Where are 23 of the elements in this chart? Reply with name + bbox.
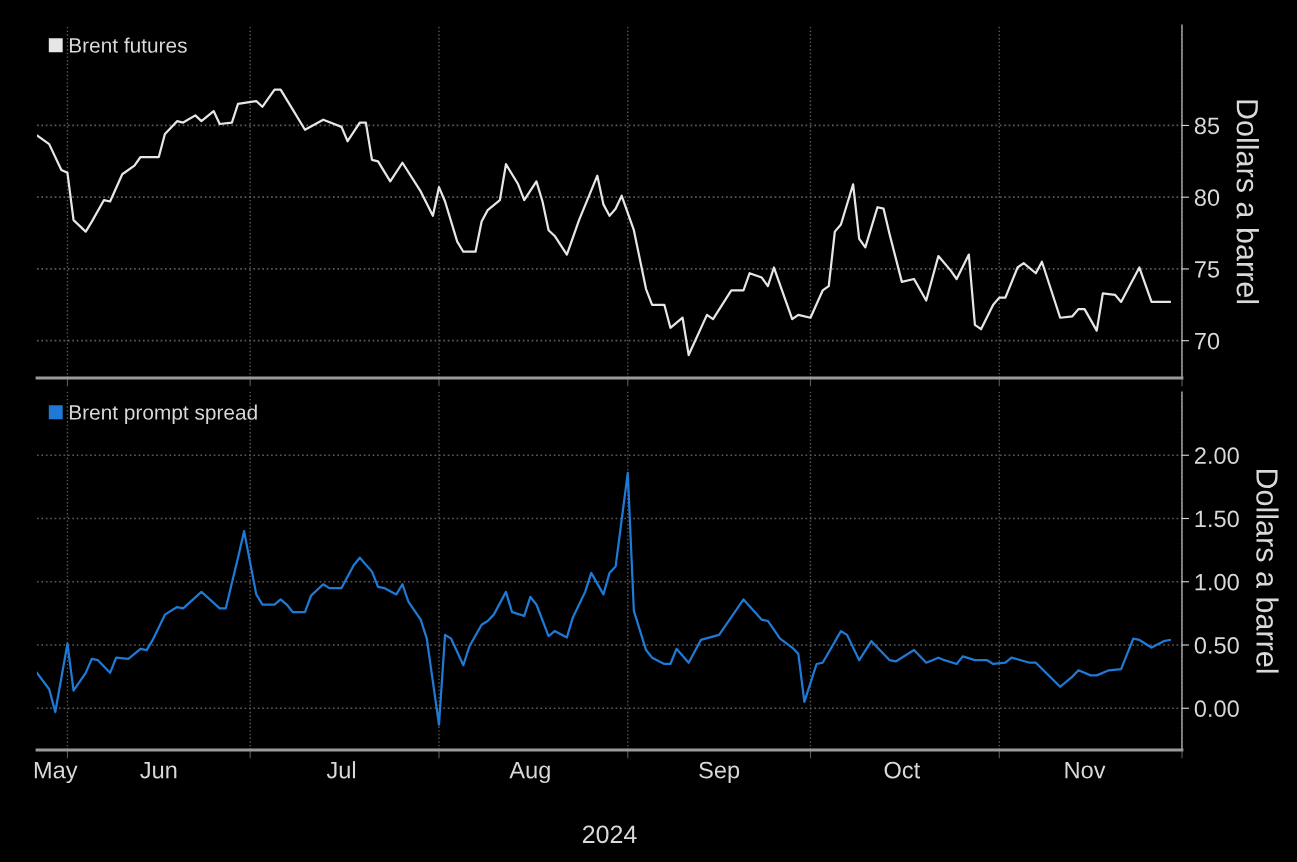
y-tick-label: 0.00 [1194,700,1239,718]
x-tick-label: Aug [509,761,550,784]
x-tick-label: Sep [699,761,740,784]
y-tick-label: 70 [1195,332,1220,350]
y-tick-label: 85 [1194,117,1220,135]
line-series [37,88,1171,357]
y-tick-label: 75 [1195,261,1220,278]
line-series [37,471,1171,726]
x-axis-title: 2024 [582,825,637,844]
x-tick-label: Oct [884,761,921,779]
x-tick-label: May [34,761,78,784]
legend-label: Brent prompt spread [69,404,257,424]
y-tick-label: 80 [1194,189,1220,206]
x-tick-label: Jun [140,761,177,779]
y-axis-title: Dollars a barrel [1236,100,1259,304]
x-tick-label: Jul [326,761,356,779]
y-tick-label: 1.00 [1195,573,1239,591]
y-tick-label: 0.50 [1194,637,1239,654]
y-tick-label: 2.00 [1194,447,1239,465]
x-tick-label: Nov [1065,761,1106,779]
y-tick-label: 1.50 [1195,510,1239,528]
legend-label: Brent futures [69,37,187,53]
y-axis-title: Dollars a barrel [1256,469,1279,673]
